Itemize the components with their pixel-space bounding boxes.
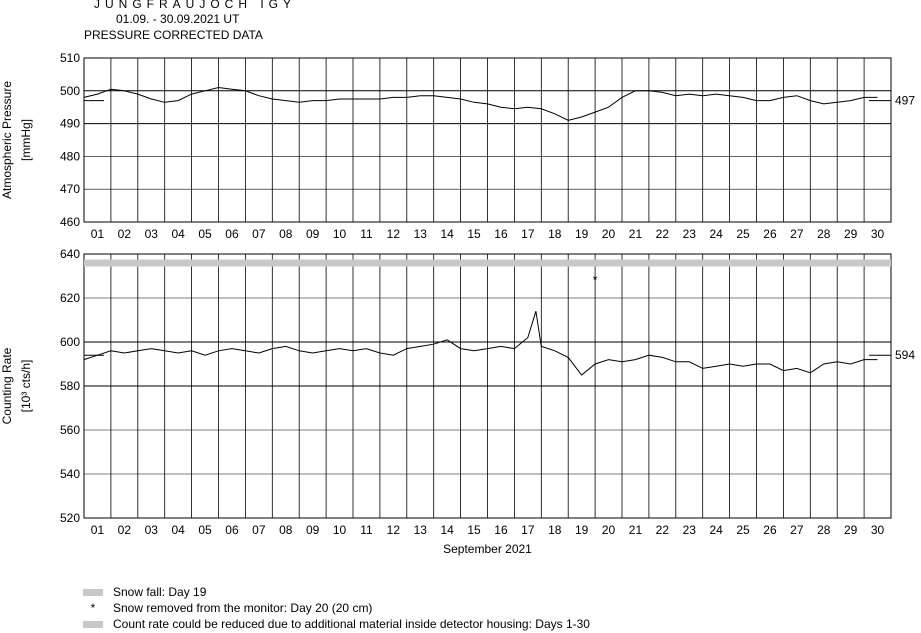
y-tick-label: 540 — [60, 467, 80, 481]
x-tick-label: 13 — [414, 523, 428, 537]
x-tick-label: 08 — [279, 227, 293, 241]
x-tick-label: 21 — [629, 227, 643, 241]
x-tick-label: 20 — [602, 523, 616, 537]
y-tick-label: 640 — [60, 247, 80, 261]
y-axis-label: Atmospheric Pressure — [0, 81, 14, 199]
x-tick-label: 06 — [225, 227, 239, 241]
x-tick-label: 04 — [171, 523, 185, 537]
legend-item-snowfall: Snow fall: Day 19 — [83, 585, 206, 599]
x-tick-label: 19 — [575, 523, 589, 537]
x-tick-label: 11 — [360, 227, 373, 241]
x-tick-label: 26 — [763, 227, 777, 241]
x-tick-label: 17 — [521, 227, 535, 241]
y-tick-label: 620 — [60, 291, 80, 305]
x-tick-label: 20 — [602, 227, 616, 241]
x-tick-label: 23 — [683, 227, 697, 241]
x-tick-label: 04 — [171, 227, 185, 241]
x-tick-label: 29 — [844, 523, 858, 537]
y-tick-label: 520 — [60, 511, 80, 525]
y-axis-unit: [10³ cts/h] — [19, 360, 33, 413]
x-tick-label: 16 — [494, 523, 508, 537]
x-tick-label: 16 — [494, 227, 508, 241]
y-tick-label: 490 — [60, 117, 80, 131]
chart-title: JUNGFRAUJOCH IGY — [94, 0, 297, 11]
legend-swatch — [83, 621, 103, 629]
x-tick-label: 18 — [548, 227, 562, 241]
x-tick-label: 14 — [440, 227, 454, 241]
reference-value-label: 594 — [895, 348, 915, 362]
x-tick-label: 25 — [736, 523, 750, 537]
y-axis-unit: [mmHg] — [19, 119, 33, 161]
x-tick-label: 02 — [118, 227, 132, 241]
x-tick-label: 01 — [91, 523, 105, 537]
x-tick-label: 24 — [709, 227, 723, 241]
x-tick-label: 15 — [467, 227, 481, 241]
x-tick-label: 10 — [333, 227, 347, 241]
date-range: 01.09. - 30.09.2021 UT — [116, 12, 240, 26]
asterisk-icon: * — [90, 601, 96, 615]
x-tick-label: 12 — [387, 523, 401, 537]
chart-subtitle: PRESSURE CORRECTED DATA — [84, 28, 263, 42]
x-tick-label: 07 — [252, 523, 266, 537]
x-tick-label: 30 — [871, 227, 885, 241]
counting-rate-panel: 520 540 560 580 600 620 640 01 02 03 04 05 06 07 08 09 1… — [0, 247, 915, 556]
x-tick-label: 08 — [279, 523, 293, 537]
legend-swatch — [83, 589, 103, 597]
legend-item-reduced-count: Count rate could be reduced due to addit… — [83, 617, 590, 631]
x-tick-label: 28 — [817, 227, 831, 241]
x-tick-label: 15 — [467, 523, 481, 537]
y-tick-label: 470 — [60, 182, 80, 196]
x-tick-label: 29 — [844, 227, 858, 241]
x-tick-label: 17 — [521, 523, 535, 537]
x-tick-label: 10 — [333, 523, 347, 537]
x-tick-label: 02 — [118, 523, 132, 537]
y-tick-label: 560 — [60, 423, 80, 437]
legend-item-snow-removed: * Snow removed from the monitor: Day 20 (… — [83, 601, 373, 615]
pressure-panel: 460 470 480 490 500 510 01 02 03 04 05 06 07 08 09 10 11… — [0, 51, 915, 241]
x-tick-label: 11 — [360, 523, 373, 537]
x-tick-label: 03 — [145, 523, 159, 537]
x-tick-label: 24 — [709, 523, 723, 537]
x-tick-label: 13 — [414, 227, 428, 241]
y-tick-label: 500 — [60, 84, 80, 98]
x-tick-label: 27 — [790, 227, 804, 241]
y-tick-label: 510 — [60, 51, 80, 65]
reduced-count-band — [84, 259, 891, 267]
y-tick-label: 480 — [60, 149, 80, 163]
legend-text: Count rate could be reduced due to addit… — [113, 617, 590, 631]
x-tick-label: 23 — [683, 523, 697, 537]
x-tick-label: 27 — [790, 523, 804, 537]
x-tick-label: 09 — [306, 227, 320, 241]
x-tick-label: 05 — [198, 227, 212, 241]
x-tick-label: 30 — [871, 523, 885, 537]
x-tick-label: 12 — [387, 227, 401, 241]
x-tick-label: 05 — [198, 523, 212, 537]
x-tick-label: 22 — [656, 227, 670, 241]
x-tick-label: 07 — [252, 227, 266, 241]
x-tick-label: 19 — [575, 227, 589, 241]
x-axis-label: September 2021 — [443, 542, 532, 556]
x-tick-label: 21 — [629, 523, 643, 537]
y-tick-label: 600 — [60, 335, 80, 349]
reference-value-label: 497 — [895, 94, 915, 108]
y-tick-label: 580 — [60, 379, 80, 393]
legend-text: Snow removed from the monitor: Day 20 (2… — [113, 601, 373, 615]
x-tick-label: 22 — [656, 523, 670, 537]
y-axis-label: Counting Rate — [0, 347, 14, 424]
x-tick-label: 09 — [306, 523, 320, 537]
x-tick-label: 18 — [548, 523, 562, 537]
x-tick-label: 01 — [91, 227, 105, 241]
series-line — [83, 86, 878, 121]
x-tick-label: 03 — [145, 227, 159, 241]
snow-removed-marker: * — [593, 273, 598, 287]
y-tick-label: 460 — [60, 215, 80, 229]
x-tick-label: 28 — [817, 523, 831, 537]
x-tick-label: 06 — [225, 523, 239, 537]
legend-text: Snow fall: Day 19 — [113, 585, 207, 599]
series-line — [83, 311, 878, 376]
x-tick-label: 25 — [736, 227, 750, 241]
x-tick-label: 26 — [763, 523, 777, 537]
x-tick-label: 14 — [440, 523, 454, 537]
